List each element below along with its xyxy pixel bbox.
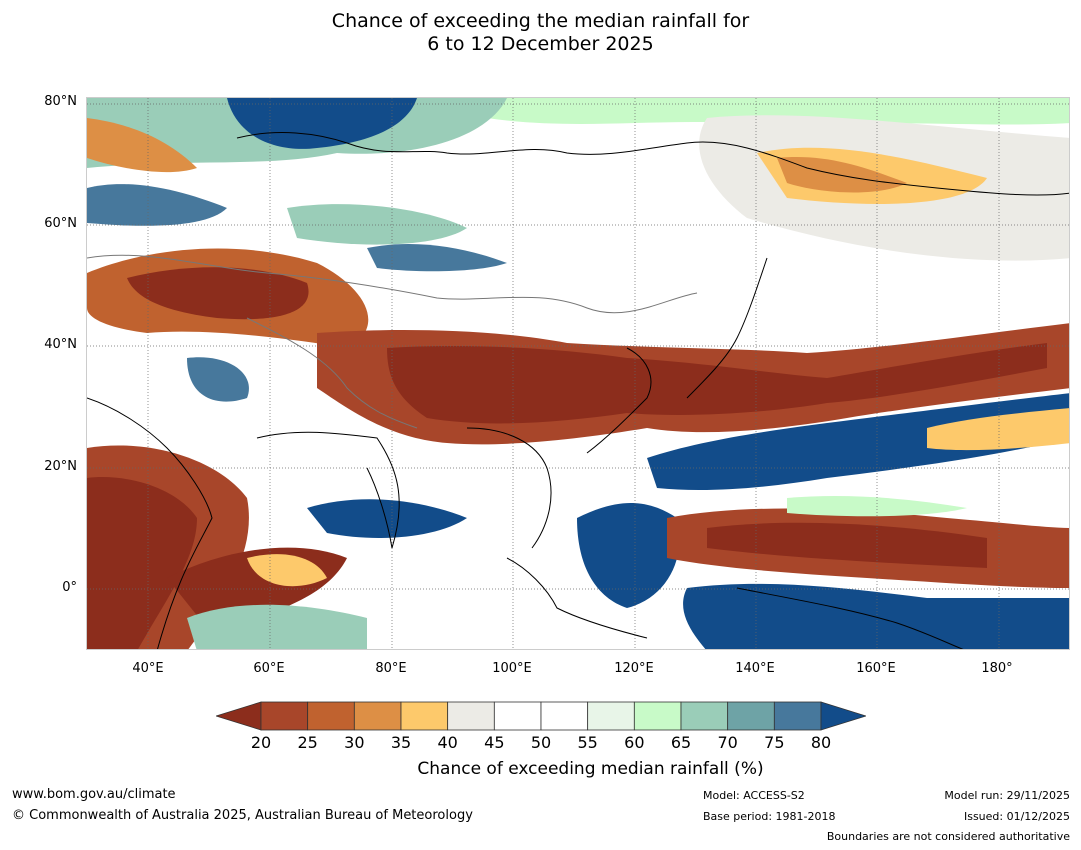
colorbar-tick-label: 35 [390, 733, 412, 752]
region-orange-north-europe [87, 118, 197, 173]
footer-base-period: Base period: 1981-2018 [703, 810, 836, 823]
lon-label-100e: 100°E [492, 661, 532, 676]
colorbar-tick-label: 20 [250, 733, 272, 752]
colorbar-label: Chance of exceeding median rainfall (%) [417, 759, 764, 779]
colorbar-tick-label: 75 [764, 733, 785, 752]
region-brown-west-pacific-core [707, 522, 987, 568]
footer-disclaimer: Boundaries are not considered authoritat… [826, 830, 1070, 843]
coastlines [87, 132, 1069, 649]
lon-label-60e: 60°E [253, 661, 285, 676]
region-orange-east-siberia [777, 157, 907, 193]
region-brown-central-asia [127, 267, 309, 320]
lat-label-20n: 20°N [44, 459, 77, 474]
colorbar [216, 701, 866, 731]
footer-copyright: © Commonwealth of Australia 2025, Austra… [12, 808, 473, 823]
lon-label-160e: 160°E [856, 661, 896, 676]
footer-issued: Issued: 01/12/2025 [963, 810, 1070, 823]
region-yellow-north-pacific [927, 408, 1069, 451]
region-teal-siberia-west [287, 204, 467, 245]
region-brown-east-asia-core [387, 343, 1047, 424]
country-borders [87, 254, 698, 429]
colorbar-tick-label: 60 [624, 733, 645, 752]
colorbar-cell [633, 701, 682, 731]
colorbar-cell [400, 701, 449, 731]
lon-label-180: 180° [981, 661, 1013, 676]
graticule [87, 98, 1069, 649]
region-blue-philippine-sea [647, 393, 1069, 490]
footer-url: www.bom.gov.au/climate [12, 787, 176, 802]
colorbar-cell [307, 701, 355, 731]
lon-label-80e: 80°E [375, 661, 407, 676]
colorbar-cell [680, 701, 729, 731]
region-blue-scandinavia [227, 98, 417, 149]
lon-label-40e: 40°E [132, 661, 164, 676]
region-yellow-indian-ocean [247, 554, 327, 587]
lat-label-40n: 40°N [44, 337, 77, 352]
lon-label-140e: 140°E [735, 661, 775, 676]
colorbar-cell [260, 701, 309, 731]
colorbar-tick-label: 80 [810, 733, 832, 752]
colorbar-tick-label: 45 [484, 733, 505, 752]
region-blue-new-guinea [683, 583, 1069, 649]
region-blue-middle-east [187, 357, 249, 402]
lat-label-80n: 80°N [44, 94, 77, 109]
footer-model: Model: ACCESS-S2 [703, 789, 805, 802]
lat-label-60n: 60°N [44, 216, 77, 231]
colorbar-cell [587, 701, 635, 731]
lat-label-equator: 0° [62, 580, 77, 595]
colorbar-cell [353, 701, 402, 731]
rainfall-probability-map [86, 97, 1070, 650]
region-blue-borneo [577, 503, 680, 608]
colorbar-tick-label: 55 [577, 733, 598, 752]
colorbar-extend-high [820, 701, 866, 731]
map-canvas [87, 98, 1069, 649]
region-blue-central-asia-north [367, 243, 507, 272]
colorbar-cell [540, 701, 589, 731]
colorbar-tick-label: 25 [297, 733, 318, 752]
footer-model-run: Model run: 29/11/2025 [944, 789, 1070, 802]
lon-label-120e: 120°E [614, 661, 654, 676]
colorbar-cell [493, 701, 542, 731]
region-blue-ne-europe [87, 184, 227, 226]
colorbar-tick-label: 30 [344, 733, 365, 752]
colorbar-tick-label: 50 [530, 733, 552, 752]
colorbar-tick-label: 65 [670, 733, 692, 752]
colorbar-cell [447, 701, 495, 731]
title-line-1: Chance of exceeding the median rainfall … [331, 10, 750, 32]
colorbar-cell [727, 701, 775, 731]
region-brown-east-africa-core [87, 477, 197, 649]
colorbar-tick-label: 40 [437, 733, 458, 752]
colorbar-tick-label: 70 [717, 733, 738, 752]
colorbar-extend-low [216, 701, 262, 731]
region-blue-bay-of-bengal [307, 499, 467, 538]
map-title: Chance of exceeding the median rainfall … [0, 10, 1081, 56]
title-line-2: 6 to 12 December 2025 [427, 33, 654, 55]
colorbar-cells [216, 701, 866, 731]
region-teal-indian-ocean-south [187, 604, 367, 649]
colorbar-cell [773, 701, 822, 731]
